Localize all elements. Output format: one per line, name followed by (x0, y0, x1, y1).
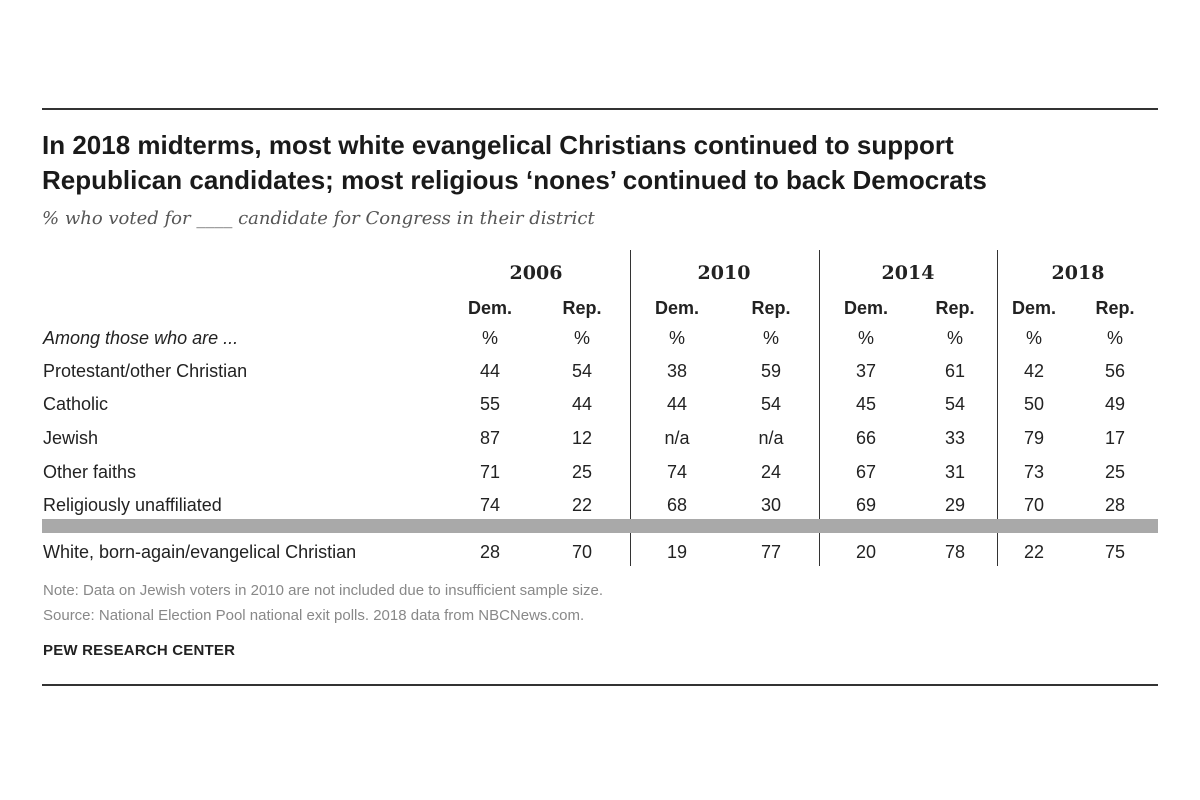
chart-subtitle: % who voted for ____ candidate for Congr… (42, 208, 595, 229)
table-cell-value: 49 (1104, 394, 1126, 414)
table-cell-value: 28 (1104, 495, 1126, 515)
year-header-2010: 2010 (697, 262, 751, 284)
table-cell-value: 28 (479, 542, 501, 562)
percent-unit-label: % (762, 328, 779, 348)
table-cell-value: 37 (855, 361, 877, 381)
table-cell-value: 70 (1023, 495, 1045, 515)
percent-unit-label: % (573, 328, 590, 348)
table-cell-value: 71 (479, 462, 501, 482)
party-header: Dem. (1011, 298, 1056, 318)
percent-unit-label: % (1025, 328, 1042, 348)
table-cell-value: 44 (479, 361, 501, 381)
bottom-rule (42, 684, 1158, 686)
table-cell-value: 55 (479, 394, 501, 414)
table-cell-value: 17 (1104, 428, 1126, 448)
row-group-header: Among those who are ... (43, 328, 239, 348)
table-cell-value: 44 (571, 394, 593, 414)
table-cell-value: 30 (760, 495, 782, 515)
party-header: Rep. (751, 298, 791, 318)
table-cell-value: 44 (666, 394, 688, 414)
table-cell-value: 38 (666, 361, 688, 381)
table-cell-value: 31 (944, 462, 966, 482)
table-cell-value: 54 (760, 394, 782, 414)
percent-unit-label: % (668, 328, 685, 348)
table-row-label: White, born-again/evangelical Christian (43, 542, 357, 562)
table-cell-value: 74 (666, 462, 688, 482)
year-header-2014: 2014 (881, 262, 935, 284)
table-cell-value: 87 (479, 428, 501, 448)
table-cell-value: 45 (855, 394, 877, 414)
table-cell-value: 20 (855, 542, 877, 562)
table-cell-value: 61 (944, 361, 966, 381)
table-note: Note: Data on Jewish voters in 2010 are … (43, 582, 604, 599)
percent-unit-label: % (946, 328, 963, 348)
table-cell-value: 33 (944, 428, 966, 448)
table-cell-value: 24 (760, 462, 782, 482)
percent-unit-label: % (857, 328, 874, 348)
party-header: Dem. (467, 298, 512, 318)
top-rule (42, 108, 1158, 110)
chart-title-line-1: In 2018 midterms, most white evangelical… (42, 130, 954, 160)
table-source: Source: National Election Pool national … (43, 607, 585, 624)
party-header: Rep. (562, 298, 602, 318)
year-divider (819, 250, 820, 566)
table-cell-value: 74 (479, 495, 501, 515)
table-cell-value: 75 (1104, 542, 1126, 562)
table-cell-value: 66 (855, 428, 877, 448)
chart-title: In 2018 midterms, most white evangelical… (42, 128, 1152, 198)
table-cell-value: 56 (1104, 361, 1126, 381)
table-cell-value: 22 (1023, 542, 1045, 562)
table-row-label: Catholic (43, 394, 109, 414)
separator-band (42, 519, 1158, 533)
table-cell-value: 54 (571, 361, 593, 381)
table-cell-value: 29 (944, 495, 966, 515)
table-cell-value: 78 (944, 542, 966, 562)
table-cell-value: 19 (666, 542, 688, 562)
chart-title-line-2: Republican candidates; most religious ‘n… (42, 165, 987, 195)
table-cell-value: 22 (571, 495, 593, 515)
party-header: Dem. (843, 298, 888, 318)
party-header: Rep. (1095, 298, 1135, 318)
table-row-label: Protestant/other Christian (43, 361, 248, 381)
year-divider (997, 250, 998, 566)
table-row-label: Other faiths (43, 462, 137, 482)
table-cell-value: 50 (1023, 394, 1045, 414)
table-cell-value: 69 (855, 495, 877, 515)
table-cell-value: 73 (1023, 462, 1045, 482)
table-cell-value: 79 (1023, 428, 1045, 448)
table-row-label: Religiously unaffiliated (43, 495, 222, 515)
table-row-label: Jewish (43, 428, 99, 448)
year-divider (630, 250, 631, 566)
table-cell-value: 59 (760, 361, 782, 381)
year-header-2006: 2006 (509, 262, 563, 284)
table-cell-value: 25 (571, 462, 593, 482)
year-header-2018: 2018 (1051, 262, 1105, 284)
table-cell-value: n/a (758, 428, 784, 448)
table-cell-value: 70 (571, 542, 593, 562)
table-cell-value: 42 (1023, 361, 1045, 381)
party-header: Rep. (935, 298, 975, 318)
table-cell-value: 54 (944, 394, 966, 414)
table-cell-value: 68 (666, 495, 688, 515)
table-cell-value: 25 (1104, 462, 1126, 482)
table-cell-value: 12 (571, 428, 593, 448)
brand-label: PEW RESEARCH CENTER (43, 642, 236, 659)
party-header: Dem. (654, 298, 699, 318)
percent-unit-label: % (1106, 328, 1123, 348)
percent-unit-label: % (481, 328, 498, 348)
table-cell-value: 77 (760, 542, 782, 562)
table-cell-value: 67 (855, 462, 877, 482)
table-cell-value: n/a (664, 428, 690, 448)
